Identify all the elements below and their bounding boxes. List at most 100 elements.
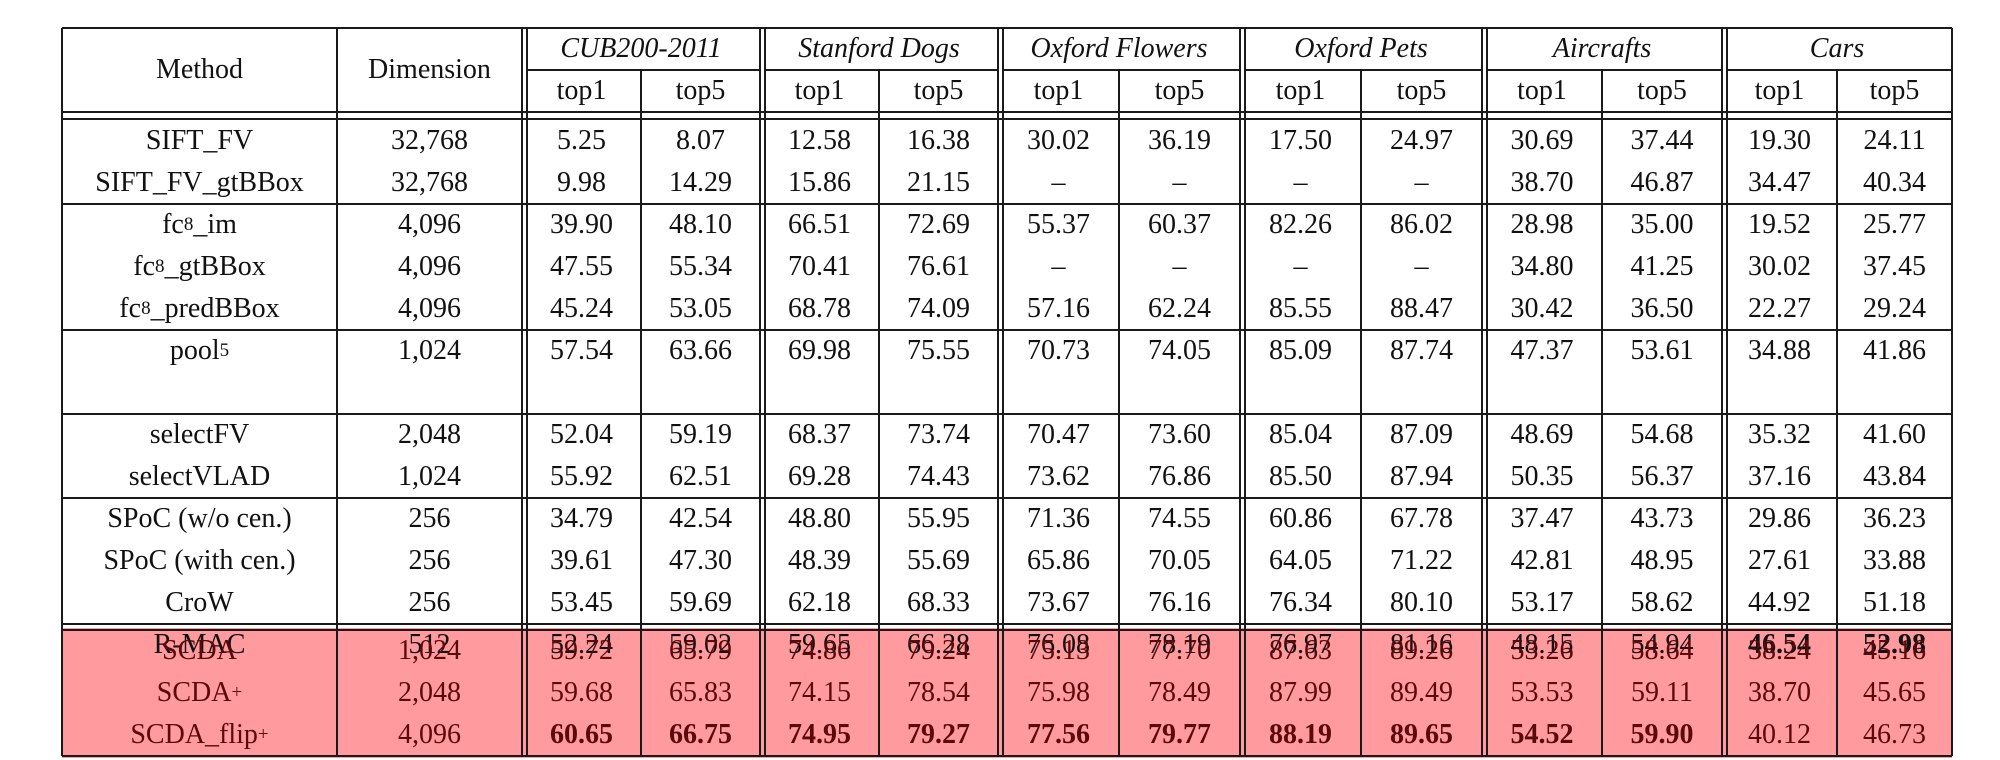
score-value: 78.19 xyxy=(1148,629,1211,660)
dataset-divider-double xyxy=(526,28,528,756)
row-dimension: 2,048 xyxy=(337,672,522,714)
score-cell: 68.33 xyxy=(879,582,998,624)
method-name: SCDA xyxy=(156,677,232,708)
score-cell: 87.94 xyxy=(1361,456,1482,498)
method-name: fc xyxy=(133,251,156,282)
row-method: SIFT_FV xyxy=(62,120,337,162)
score-cell: 41.25 xyxy=(1602,246,1722,288)
header-top-rule xyxy=(62,27,1952,29)
score-cell: 46.54 xyxy=(1722,624,1837,666)
score-cell: 64.05 xyxy=(1240,540,1361,582)
score-cell: 73.74 xyxy=(879,414,998,456)
dataset-name: Oxford Flowers xyxy=(1030,33,1208,64)
score-value: 46.87 xyxy=(1630,167,1694,198)
score-cell: 48.39 xyxy=(760,540,879,582)
score-cell: 70.47 xyxy=(998,414,1119,456)
score-cell: 71.22 xyxy=(1361,540,1482,582)
score-value: 41.25 xyxy=(1630,251,1694,282)
score-cell: 45.16 xyxy=(1837,630,1952,672)
score-value: 46.73 xyxy=(1863,719,1926,750)
score-cell: 78.54 xyxy=(879,672,998,714)
score-value: 70.05 xyxy=(1148,545,1211,576)
score-value: 79.77 xyxy=(1148,719,1211,750)
score-value: 59.69 xyxy=(669,587,732,618)
score-value: 40.12 xyxy=(1748,719,1811,750)
score-cell: 54.94 xyxy=(1602,624,1722,666)
score-value: 74.09 xyxy=(907,293,970,324)
score-value: 45.24 xyxy=(550,293,613,324)
row-method: fc 8 _gtBBox xyxy=(133,251,266,282)
score-value: 51.18 xyxy=(1863,587,1926,618)
score-cell: – xyxy=(1240,162,1361,204)
score-value: 35.32 xyxy=(1748,419,1811,450)
score-value: – xyxy=(1051,251,1066,282)
score-value: 55.95 xyxy=(907,503,970,534)
score-cell: 81.16 xyxy=(1361,624,1482,666)
score-value: 36.50 xyxy=(1630,293,1694,324)
score-value: 30.02 xyxy=(1027,125,1090,156)
score-value: 89.49 xyxy=(1390,677,1453,708)
score-value: 79.24 xyxy=(907,635,970,666)
row-method: selectVLAD xyxy=(62,456,337,498)
dimension-value: 256 xyxy=(408,587,451,618)
score-value: 44.92 xyxy=(1748,587,1811,618)
score-cell: 30.42 xyxy=(1482,288,1602,330)
score-value: 74.95 xyxy=(788,719,851,750)
score-cell: 36.50 xyxy=(1602,288,1722,330)
score-value: – xyxy=(1293,167,1308,198)
row-dimension: 256 xyxy=(337,582,522,624)
top1-top5-divider xyxy=(878,70,880,756)
row-method: fc 8 _predBBox xyxy=(119,293,280,324)
score-cell: 47.37 xyxy=(1482,330,1602,372)
score-cell: 52.24 xyxy=(522,624,641,666)
col-divider xyxy=(336,28,338,756)
score-value: 66.75 xyxy=(669,719,732,750)
score-cell: 76.08 xyxy=(998,624,1119,666)
score-cell: 38.24 xyxy=(1722,630,1837,672)
highlight-top-rule xyxy=(62,623,1952,625)
score-value: 38.70 xyxy=(1748,677,1811,708)
score-cell: 33.88 xyxy=(1837,540,1952,582)
group-separator xyxy=(62,497,1952,499)
score-cell: 36.23 xyxy=(1837,498,1952,540)
score-cell: 72.69 xyxy=(879,204,998,246)
score-value: 34.88 xyxy=(1748,335,1811,366)
score-cell: 57.54 xyxy=(522,330,641,372)
score-value: 22.27 xyxy=(1748,293,1811,324)
subheader-top5: top5 xyxy=(1869,75,1920,106)
score-value: 76.08 xyxy=(1027,629,1090,660)
method-name: SCDA xyxy=(162,635,237,666)
score-cell: 53.17 xyxy=(1482,582,1602,624)
score-value: 73.74 xyxy=(907,419,970,450)
header-dataset: Cars xyxy=(1722,28,1952,70)
score-value: 53.17 xyxy=(1510,587,1574,618)
score-cell: 69.98 xyxy=(760,330,879,372)
header-top1: top1 xyxy=(522,70,641,112)
score-cell: 69.28 xyxy=(760,456,879,498)
score-cell: 79.77 xyxy=(1119,714,1240,756)
dataset-divider xyxy=(1721,28,1723,756)
subheader-top1: top1 xyxy=(1033,75,1084,106)
score-value: 48.15 xyxy=(1510,629,1574,660)
score-value: 65.83 xyxy=(669,677,732,708)
row-method: R-MAC xyxy=(62,624,337,666)
score-cell: 59.02 xyxy=(641,624,760,666)
score-value: 74.55 xyxy=(1148,503,1211,534)
score-value: 65.79 xyxy=(669,635,732,666)
score-cell: 89.49 xyxy=(1361,672,1482,714)
score-cell: 53.53 xyxy=(1482,672,1602,714)
dataset-divider xyxy=(521,28,523,756)
row-method: pool 5 xyxy=(169,335,230,366)
score-value: 40.34 xyxy=(1863,167,1926,198)
dimension-value: 4,096 xyxy=(398,251,461,282)
row-dimension: 2,048 xyxy=(337,414,522,456)
score-value: 60.37 xyxy=(1148,209,1211,240)
score-value: 62.18 xyxy=(788,587,851,618)
score-cell: 29.86 xyxy=(1722,498,1837,540)
score-value: 53.26 xyxy=(1510,635,1574,666)
score-cell: 60.86 xyxy=(1240,498,1361,540)
score-value: 68.33 xyxy=(907,587,970,618)
score-value: 37.45 xyxy=(1863,251,1926,282)
dataset-divider-double xyxy=(1002,28,1004,756)
score-cell: 19.30 xyxy=(1722,120,1837,162)
